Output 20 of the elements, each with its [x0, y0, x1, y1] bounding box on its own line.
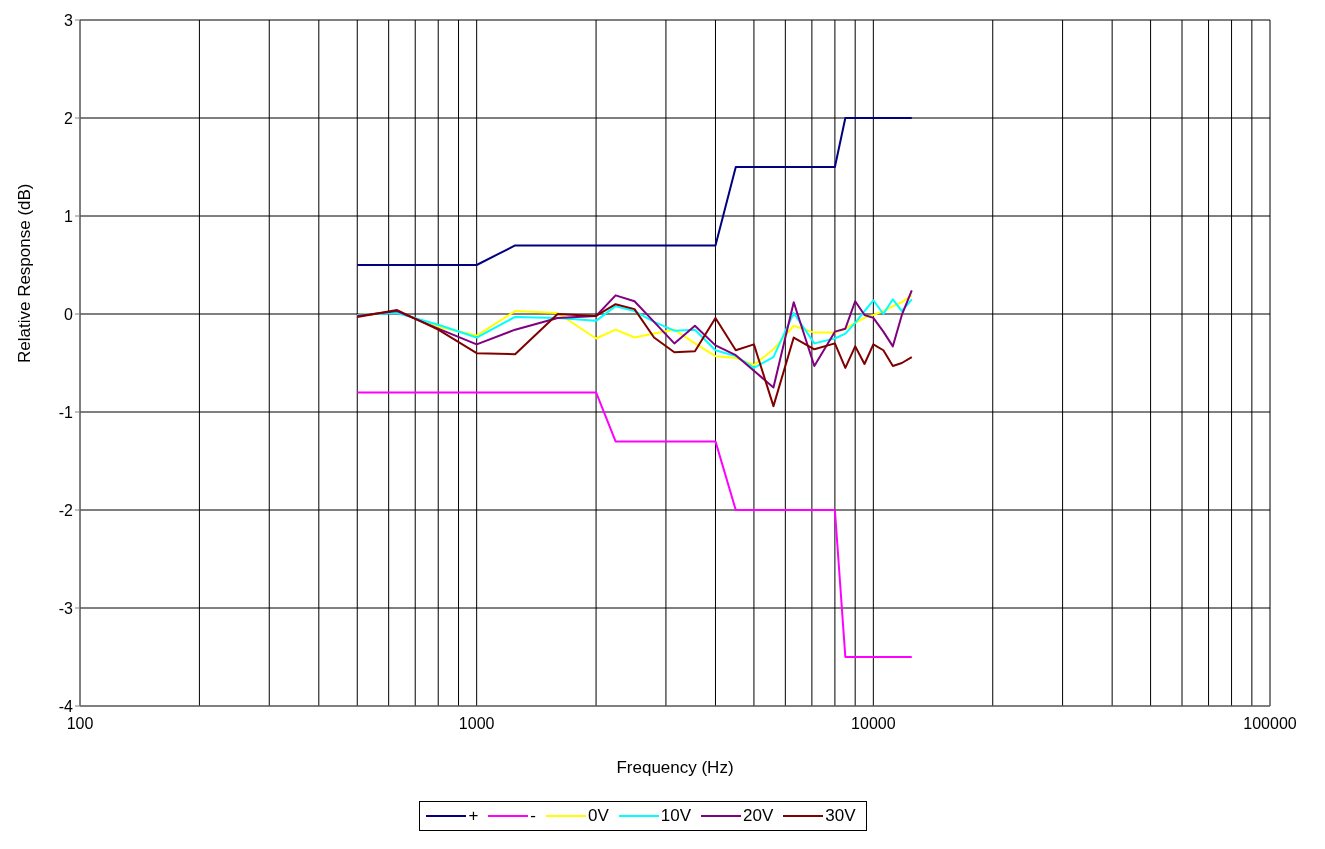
- legend-label: +: [468, 806, 479, 826]
- y-tick-label: -1: [58, 403, 74, 421]
- y-tick-label: -3: [58, 599, 74, 617]
- legend-label: 10V: [660, 806, 692, 826]
- y-axis-title: Relative Response (dB): [15, 183, 35, 363]
- x-tick-label: 10000: [851, 715, 896, 733]
- y-tick-label: 0: [64, 305, 74, 323]
- x-axis-title: Frequency (Hz): [616, 758, 734, 777]
- legend-label: -: [530, 806, 537, 826]
- x-tick-label: 100000: [1243, 715, 1297, 733]
- y-tick-label: 2: [64, 109, 74, 127]
- y-tick-label: 3: [64, 11, 74, 29]
- x-tick-label: 1000: [458, 715, 495, 733]
- legend-label: 20V: [743, 806, 774, 826]
- x-tick-label: 100: [66, 715, 94, 733]
- y-tick-label: -2: [58, 501, 74, 519]
- y-tick-label: -4: [58, 697, 74, 715]
- y-tick-label: 1: [64, 207, 74, 225]
- legend-label: 30V: [825, 806, 856, 826]
- legend-label: 0V: [588, 806, 609, 826]
